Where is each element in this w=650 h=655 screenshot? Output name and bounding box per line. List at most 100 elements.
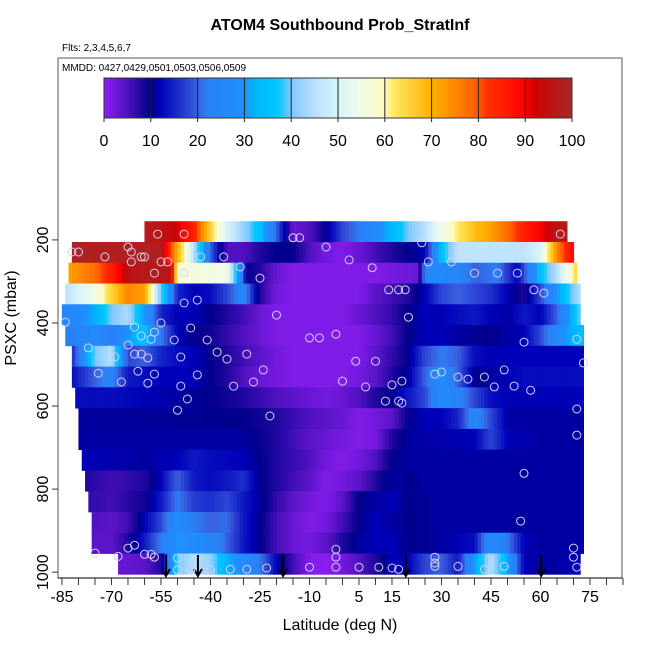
heatmap-cell <box>382 428 386 451</box>
heatmap-cell <box>471 470 476 492</box>
heatmap-cell <box>454 366 459 388</box>
heatmap-cell <box>467 428 472 451</box>
colorbar-segment <box>209 78 213 118</box>
heatmap-cell <box>477 304 482 326</box>
heatmap-cell <box>174 511 179 534</box>
heatmap-cell <box>134 470 139 492</box>
heatmap-cell <box>230 553 235 575</box>
heatmap-cell <box>137 511 142 534</box>
heatmap-cell <box>570 449 575 471</box>
heatmap-cell <box>438 262 443 284</box>
heatmap-cell <box>368 345 373 367</box>
colorbar-segment <box>295 78 299 118</box>
heatmap-cell <box>319 491 324 513</box>
heatmap-cell <box>405 345 410 367</box>
heatmap-cell <box>65 283 70 305</box>
heatmap-cell <box>233 345 238 367</box>
colorbar-segment <box>387 78 390 118</box>
heatmap-cell <box>108 511 113 534</box>
colorbar-segment <box>412 78 416 118</box>
heatmap-cell <box>494 449 499 471</box>
heatmap-cell <box>223 262 228 284</box>
heatmap-cell <box>507 283 512 305</box>
heatmap-cell <box>91 491 96 513</box>
heatmap-cell <box>553 428 558 451</box>
heatmap-cell <box>533 345 538 367</box>
heatmap-cell <box>131 387 136 409</box>
heatmap-cell <box>187 283 192 305</box>
heatmap-cell <box>517 283 522 305</box>
heatmap-cell <box>345 449 350 471</box>
heatmap-cell <box>203 532 208 554</box>
heatmap-cell <box>375 241 380 264</box>
heatmap-cell <box>259 428 264 451</box>
heatmap-cell <box>104 262 109 284</box>
heatmap-cell <box>563 408 568 430</box>
heatmap-cell <box>490 241 495 264</box>
heatmap-cell <box>101 511 106 534</box>
heatmap-cell <box>520 283 525 305</box>
heatmap-cell <box>243 221 248 243</box>
observation-point <box>305 333 314 343</box>
heatmap-cell <box>368 428 373 451</box>
heatmap-cell <box>269 366 274 388</box>
heatmap-cell <box>391 449 396 471</box>
heatmap-cell <box>273 449 278 471</box>
heatmap-cell <box>299 221 304 243</box>
heatmap-cell <box>210 553 215 575</box>
heatmap-cell <box>398 491 403 513</box>
heatmap-cell <box>365 470 370 492</box>
heatmap-cell <box>276 449 281 471</box>
heatmap-cell <box>177 221 182 243</box>
heatmap-cell <box>438 283 443 305</box>
heatmap-cell <box>510 345 515 367</box>
heatmap-cell <box>520 532 525 554</box>
heatmap-cell <box>243 408 248 430</box>
heatmap-cell <box>193 491 198 513</box>
heatmap-cell <box>273 345 278 367</box>
heatmap-cell <box>332 387 337 409</box>
heatmap-cell <box>441 470 446 492</box>
heatmap-cell <box>527 470 532 492</box>
heatmap-cell <box>487 491 492 513</box>
heatmap-cell <box>197 304 202 326</box>
heatmap-cell <box>174 553 179 575</box>
heatmap-cell <box>573 262 578 284</box>
heatmap-cell <box>556 532 561 554</box>
heatmap-cell <box>530 325 535 347</box>
colorbar-segment <box>265 78 269 118</box>
heatmap-cell <box>563 449 568 471</box>
heatmap-cell <box>256 491 261 513</box>
heatmap-cell <box>289 449 294 471</box>
heatmap-cell <box>527 221 532 243</box>
heatmap-cell <box>240 221 245 243</box>
heatmap-cell <box>246 221 251 243</box>
colorbar-segment <box>108 78 112 118</box>
heatmap-cell <box>236 221 241 243</box>
heatmap-cell <box>217 491 221 513</box>
heatmap-cell <box>88 470 93 492</box>
colorbar-segment <box>284 78 288 118</box>
x-tick-label: -85 <box>50 589 73 606</box>
heatmap-cell <box>484 221 489 243</box>
colorbar-segment <box>476 78 479 118</box>
heatmap-cell <box>378 449 383 471</box>
heatmap-cell <box>111 408 116 430</box>
heatmap-cell <box>187 532 192 554</box>
heatmap-cell <box>490 221 495 243</box>
heatmap-cell <box>467 262 472 284</box>
heatmap-cell <box>174 304 179 326</box>
heatmap-cell <box>302 553 307 575</box>
heatmap-cell <box>540 387 545 409</box>
heatmap-cell <box>273 470 278 492</box>
colorbar-segment <box>330 78 334 118</box>
heatmap-cell <box>517 387 522 409</box>
heatmap-cell <box>553 262 558 284</box>
heatmap-cell <box>75 283 80 305</box>
heatmap-cell <box>421 262 426 284</box>
heatmap-cell <box>527 241 532 264</box>
heatmap-cell <box>395 470 400 492</box>
heatmap-cell <box>187 345 192 367</box>
heatmap-cell <box>494 387 499 409</box>
heatmap-cell <box>504 283 509 305</box>
